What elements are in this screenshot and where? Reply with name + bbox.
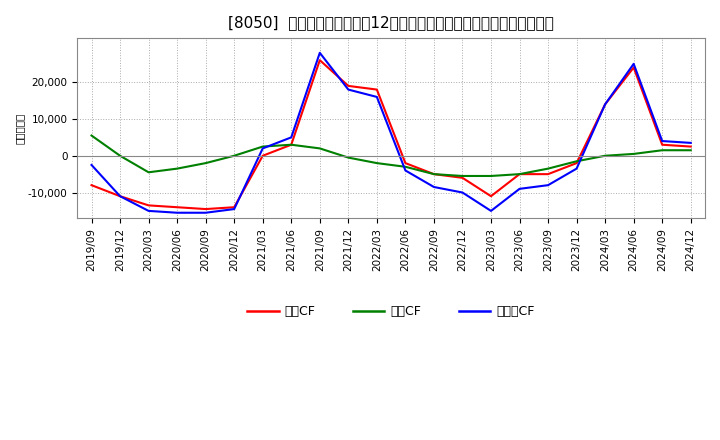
営業CF xyxy=(686,144,695,149)
投資CF xyxy=(230,153,238,158)
フリーCF xyxy=(600,102,609,107)
投資CF xyxy=(430,172,438,177)
営業CF xyxy=(487,194,495,199)
営業CF xyxy=(258,153,267,158)
投資CF xyxy=(202,161,210,166)
フリーCF xyxy=(458,190,467,195)
投資CF xyxy=(116,153,125,158)
投資CF xyxy=(629,151,638,157)
営業CF xyxy=(516,172,524,177)
営業CF xyxy=(202,206,210,212)
営業CF xyxy=(87,183,96,188)
フリーCF xyxy=(572,166,581,171)
フリーCF xyxy=(686,140,695,146)
営業CF xyxy=(658,142,667,147)
投資CF xyxy=(87,133,96,138)
営業CF xyxy=(230,205,238,210)
フリーCF xyxy=(401,168,410,173)
営業CF xyxy=(401,161,410,166)
フリーCF xyxy=(87,162,96,168)
フリーCF xyxy=(202,210,210,215)
営業CF xyxy=(144,203,153,208)
営業CF xyxy=(629,65,638,70)
フリーCF xyxy=(344,87,353,92)
フリーCF xyxy=(430,184,438,190)
投資CF xyxy=(344,155,353,160)
投資CF xyxy=(144,170,153,175)
フリーCF xyxy=(516,186,524,191)
営業CF xyxy=(315,58,324,63)
フリーCF xyxy=(144,208,153,213)
投資CF xyxy=(686,147,695,153)
フリーCF xyxy=(629,61,638,66)
フリーCF xyxy=(116,194,125,199)
フリーCF xyxy=(658,139,667,144)
Line: フリーCF: フリーCF xyxy=(91,53,690,213)
営業CF xyxy=(173,205,181,210)
Title: [8050]  キャッシュフローの12か月移動合計の対前年同期増減額の推移: [8050] キャッシュフローの12か月移動合計の対前年同期増減額の推移 xyxy=(228,15,554,30)
投資CF xyxy=(287,142,296,147)
投資CF xyxy=(401,164,410,169)
営業CF xyxy=(600,102,609,107)
フリーCF xyxy=(287,135,296,140)
投資CF xyxy=(600,153,609,158)
営業CF xyxy=(430,172,438,177)
営業CF xyxy=(116,194,125,199)
フリーCF xyxy=(544,183,552,188)
営業CF xyxy=(372,87,381,92)
営業CF xyxy=(572,161,581,166)
Line: 営業CF: 営業CF xyxy=(91,60,690,209)
投資CF xyxy=(315,146,324,151)
営業CF xyxy=(344,83,353,88)
営業CF xyxy=(458,175,467,180)
投資CF xyxy=(173,166,181,171)
Line: 投資CF: 投資CF xyxy=(91,136,690,176)
フリーCF xyxy=(173,210,181,215)
投資CF xyxy=(572,159,581,164)
フリーCF xyxy=(258,146,267,151)
投資CF xyxy=(487,173,495,179)
フリーCF xyxy=(315,50,324,55)
営業CF xyxy=(544,172,552,177)
Y-axis label: （百万円）: （百万円） xyxy=(15,113,25,144)
投資CF xyxy=(458,173,467,179)
投資CF xyxy=(658,147,667,153)
投資CF xyxy=(258,144,267,149)
投資CF xyxy=(372,161,381,166)
投資CF xyxy=(544,166,552,171)
営業CF xyxy=(287,142,296,147)
フリーCF xyxy=(230,206,238,212)
Legend: 営業CF, 投資CF, フリーCF: 営業CF, 投資CF, フリーCF xyxy=(243,300,540,323)
投資CF xyxy=(516,172,524,177)
フリーCF xyxy=(372,94,381,99)
フリーCF xyxy=(487,208,495,213)
